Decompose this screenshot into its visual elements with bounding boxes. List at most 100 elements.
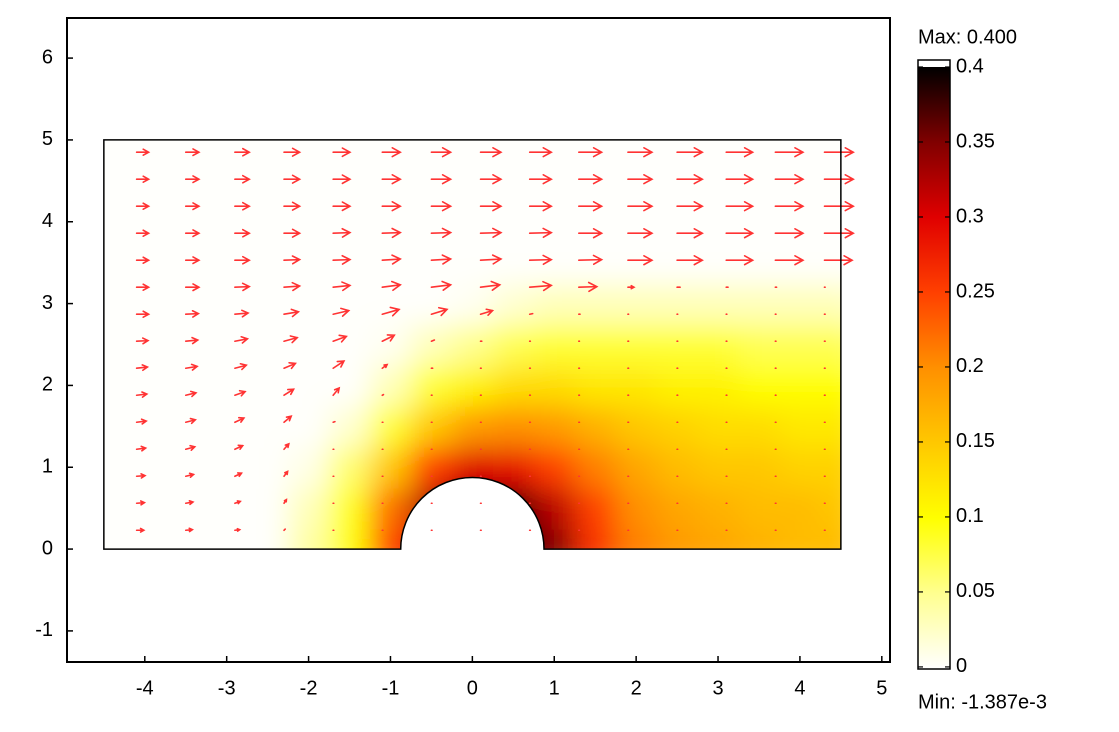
colorbar-frame — [917, 59, 951, 670]
arrow — [381, 334, 396, 343]
surface-cell — [492, 242, 535, 285]
x-tick-label: -2 — [300, 677, 318, 699]
surface-cell — [288, 283, 331, 326]
surface-cell — [124, 283, 167, 326]
arrow — [184, 363, 199, 371]
surface-cell — [697, 242, 740, 285]
surface-cell — [206, 283, 249, 326]
surface-cell — [165, 487, 208, 530]
surface-cell — [410, 405, 453, 448]
arrow — [135, 473, 147, 479]
surface-cell — [410, 242, 453, 285]
arrow — [528, 174, 553, 185]
arrow — [676, 147, 704, 158]
surface-cell — [820, 405, 841, 448]
surface-cell — [247, 364, 290, 407]
surface-cell — [124, 405, 167, 448]
arrow — [823, 174, 855, 185]
surface-cell — [574, 446, 617, 489]
surface-cell — [369, 364, 412, 407]
arrow — [283, 174, 302, 184]
surface-cell — [288, 528, 331, 550]
surface-cell — [288, 487, 331, 530]
surface-cell — [451, 405, 494, 448]
surface-cell — [820, 364, 841, 407]
surface-cell — [574, 283, 617, 326]
y-tick-label: 2 — [42, 374, 53, 396]
surface-cell — [533, 201, 576, 244]
surface-cell — [615, 283, 658, 326]
arrow — [479, 147, 503, 158]
colorbar-tick-label: 0 — [956, 655, 967, 677]
surface-cell — [533, 446, 576, 489]
y-tick-label: 3 — [42, 292, 53, 314]
arrow — [184, 527, 194, 533]
surface-cell — [329, 446, 371, 489]
y-tick-label: 4 — [42, 210, 53, 232]
surface-cell — [247, 528, 290, 550]
surface-cell — [247, 405, 290, 448]
arrow — [578, 281, 599, 293]
surface-cell — [779, 405, 822, 448]
surface-cell — [615, 242, 658, 285]
arrow — [430, 201, 453, 212]
surface-cell — [779, 446, 822, 489]
surface-cell — [124, 364, 167, 407]
surface-cell — [697, 139, 740, 162]
surface-cell — [738, 528, 781, 550]
surface-cell — [329, 364, 371, 407]
surface — [103, 139, 841, 550]
surface-cell — [533, 160, 576, 203]
surface-cell — [369, 324, 412, 366]
surface-cell — [697, 201, 740, 244]
arrow — [234, 389, 247, 397]
arrow — [283, 470, 289, 478]
surface-cell — [779, 324, 822, 366]
surface-cell — [165, 446, 208, 489]
surface-cell — [165, 364, 208, 407]
surface-cell — [165, 405, 208, 448]
arrow — [774, 147, 805, 158]
surface-cell — [656, 528, 699, 550]
surface-cell — [820, 324, 841, 366]
arrow — [234, 174, 251, 184]
surface-cell — [103, 446, 126, 489]
arrow — [135, 527, 146, 533]
surface-cell — [738, 364, 781, 407]
arrow — [676, 228, 704, 239]
surface-cell — [779, 487, 822, 530]
arrow — [135, 418, 148, 425]
surface-cell — [451, 324, 494, 366]
surface-cell — [103, 242, 126, 285]
surface-cell — [247, 201, 290, 244]
arrow — [479, 280, 502, 291]
arrow — [676, 201, 704, 212]
arrow — [135, 175, 151, 183]
arrow — [234, 472, 243, 478]
arrow — [528, 201, 553, 212]
surface-cell — [492, 446, 535, 489]
surface-cell — [738, 446, 781, 489]
surface-cell — [410, 283, 453, 326]
surface-cell — [697, 487, 740, 530]
arrow — [135, 391, 149, 398]
surface-cell — [656, 364, 699, 407]
surface-cell — [492, 283, 535, 326]
surface-cell — [206, 405, 249, 448]
surface-cell — [369, 283, 412, 326]
arrow — [578, 228, 604, 239]
surface-cell — [574, 528, 617, 550]
arrow — [725, 174, 755, 185]
arrow — [283, 528, 287, 532]
x-tick-label: -3 — [218, 677, 236, 699]
arrow — [135, 229, 151, 237]
arrow — [184, 417, 197, 425]
surface-cell — [820, 139, 841, 162]
surface-cell — [451, 364, 494, 407]
arrow — [823, 228, 855, 239]
surface-cell — [206, 487, 249, 530]
arrow — [184, 472, 196, 478]
arrow — [528, 254, 553, 266]
arrow — [627, 284, 636, 290]
arrow — [283, 361, 297, 370]
